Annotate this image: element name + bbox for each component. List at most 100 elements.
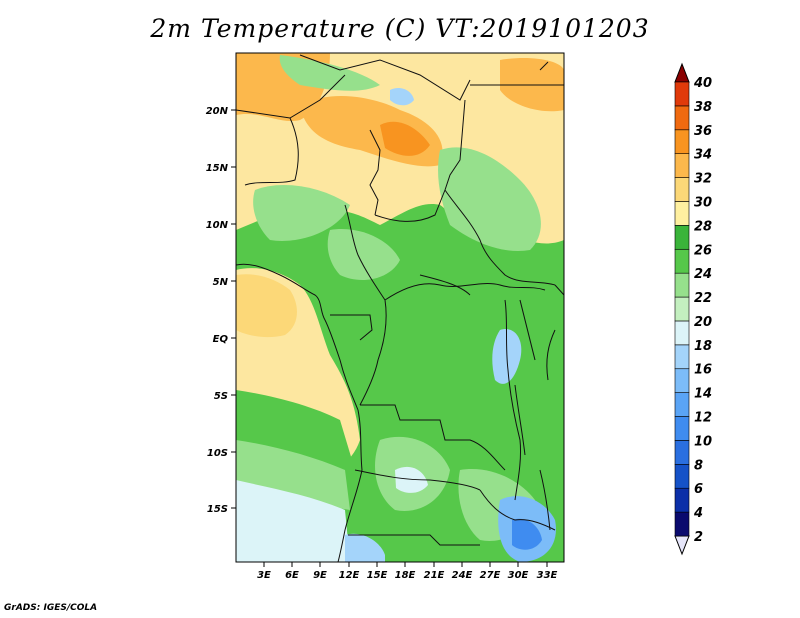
colorbar-level-label: 18 bbox=[694, 339, 712, 354]
colorbar-swatch bbox=[674, 81, 690, 107]
lon-tick-label: 24E bbox=[452, 570, 473, 581]
colorbar-swatch bbox=[674, 272, 690, 298]
map-frame bbox=[235, 52, 565, 563]
colorbar-high-triangle bbox=[674, 62, 690, 83]
colorbar-swatch bbox=[674, 177, 690, 202]
lon-tick-label: 6E bbox=[285, 570, 299, 581]
sinai-outline bbox=[539, 61, 549, 71]
colorbar-swatch bbox=[674, 511, 690, 537]
lon-tick-label: 27E bbox=[480, 570, 501, 581]
lat-tick-label: 20N bbox=[206, 106, 229, 117]
angola-cool-patch bbox=[395, 466, 428, 493]
drc-east-border bbox=[504, 299, 521, 501]
colorbar-swatch bbox=[674, 416, 690, 441]
colorbar-swatch bbox=[674, 464, 690, 489]
lake-victoria-outline bbox=[546, 329, 556, 381]
colorbar-level-label: 22 bbox=[694, 291, 712, 306]
colorbar-level-label: 2 bbox=[694, 530, 703, 545]
sahara-hot-spot bbox=[380, 121, 430, 156]
nigeria-cameroon-border bbox=[344, 204, 386, 301]
lon-tick-label: 15E bbox=[367, 570, 388, 581]
colorbar-swatch bbox=[674, 105, 690, 131]
gulf-warm-patch bbox=[236, 274, 297, 338]
colorbar-level-label: 28 bbox=[694, 219, 712, 234]
ubangi-river bbox=[419, 274, 471, 296]
car-drc-border bbox=[384, 283, 546, 301]
lon-tick-label: 18E bbox=[395, 570, 416, 581]
colorbar-level-label: 30 bbox=[694, 195, 712, 210]
colorbar-level-label: 24 bbox=[694, 267, 712, 282]
lat-tick-label: 10S bbox=[207, 448, 228, 459]
lat-tick-label: 15N bbox=[206, 163, 229, 174]
lon-tick-label: 21E bbox=[424, 570, 445, 581]
colorbar-swatch bbox=[674, 487, 690, 513]
lat-tick-label: 5N bbox=[213, 277, 229, 288]
sudan-green-region bbox=[438, 147, 541, 251]
lon-tick-label: 33E bbox=[537, 570, 558, 581]
namibia-cool-spot bbox=[345, 533, 385, 562]
lon-tick-label: 30E bbox=[508, 570, 529, 581]
grads-credit: GrADS: IGES/COLA bbox=[4, 603, 98, 613]
sahara-border-north bbox=[299, 54, 471, 101]
colorbar-swatch bbox=[674, 368, 690, 393]
map-panel bbox=[235, 52, 565, 563]
colorbar-level-label: 34 bbox=[694, 148, 712, 163]
colorbar-swatch bbox=[674, 248, 690, 274]
south-atlantic-cool bbox=[236, 480, 350, 562]
drc-angola-border bbox=[360, 404, 506, 471]
namibia-border bbox=[348, 534, 480, 546]
lon-axis: 3E 6E 9E 12E 15E 18E 21E 24E 27E 30E 33E bbox=[257, 562, 558, 581]
colorbar-swatch bbox=[674, 320, 690, 346]
colorbar-swatch bbox=[674, 129, 690, 154]
lat-tick-label: 5S bbox=[214, 391, 228, 402]
colorbar-swatch bbox=[674, 225, 690, 250]
lake-malawi bbox=[539, 469, 551, 531]
colorbar-swatch bbox=[674, 201, 690, 226]
niger-border-west bbox=[244, 117, 299, 186]
map-title: 2m Temperature (C) VT:2019101203 bbox=[150, 14, 650, 43]
zambia-border bbox=[479, 489, 556, 531]
colorbar-level-label: 40 bbox=[693, 76, 712, 91]
chad-car-border bbox=[374, 189, 446, 222]
chad-sudan-border bbox=[444, 99, 466, 191]
colorbar-level-label: 20 bbox=[694, 315, 712, 330]
colorbar-level-label: 36 bbox=[694, 124, 712, 139]
lat-tick-label: 10N bbox=[206, 220, 229, 231]
gabon-border bbox=[330, 314, 373, 341]
colorbar-level-label: 16 bbox=[694, 363, 712, 378]
lon-tick-label: 3E bbox=[257, 570, 271, 581]
lat-tick-label: EQ bbox=[213, 334, 229, 345]
lon-tick-label: 12E bbox=[339, 570, 360, 581]
colorbar-level-label: 26 bbox=[694, 243, 712, 258]
colorbar-swatch bbox=[674, 344, 690, 370]
colorbar-level-label: 38 bbox=[694, 100, 712, 115]
lat-tick-label: 15S bbox=[207, 504, 228, 515]
atlantic-coastline bbox=[236, 263, 363, 562]
colorbar-level-label: 10 bbox=[694, 434, 712, 449]
north-green-patch bbox=[279, 55, 380, 91]
colorbar-level-label: 4 bbox=[693, 506, 703, 521]
lake-tanganyika bbox=[514, 384, 526, 456]
nigeria-green-region bbox=[253, 185, 350, 241]
tibesti-cool-spot bbox=[390, 88, 414, 106]
colorbar-level-label: 12 bbox=[694, 411, 712, 426]
lat-axis: 20N 15N 10N 5N EQ 5S 10S 15S bbox=[206, 106, 236, 515]
malawi-cold-core bbox=[512, 518, 542, 550]
colorbar-swatch bbox=[674, 392, 690, 417]
colorbar-level-label: 32 bbox=[694, 172, 712, 187]
sudan-south-border bbox=[444, 189, 556, 286]
niger-chad-border bbox=[369, 129, 381, 216]
colorbar-swatch bbox=[674, 296, 690, 322]
east-border-stub bbox=[554, 284, 564, 296]
colorbar-level-label: 8 bbox=[694, 458, 703, 473]
cameroon-light-patch bbox=[327, 229, 400, 280]
congo-drc-border bbox=[359, 299, 387, 406]
lon-tick-label: 9E bbox=[313, 570, 327, 581]
angola-south-border bbox=[354, 469, 481, 491]
colorbar-swatch bbox=[674, 440, 690, 465]
uganda-kenya-border bbox=[519, 299, 536, 361]
colorbar-low-triangle bbox=[674, 535, 690, 556]
colorbar-level-label: 6 bbox=[694, 482, 703, 497]
